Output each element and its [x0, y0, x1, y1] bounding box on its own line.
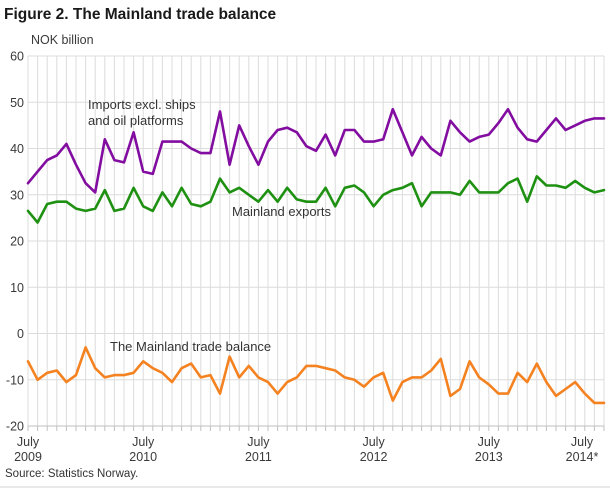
x-axis-tick-label-year: 2013: [475, 450, 503, 464]
y-axis-tick-label: 60: [10, 50, 24, 64]
y-axis-tick-label: 10: [10, 281, 24, 295]
x-axis-tick-label-month: July: [478, 435, 501, 449]
x-axis-tick-label-year: 2009: [14, 450, 42, 464]
series-line-the-mainland-trade-balance: [26, 346, 606, 405]
y-axis-tick-label: -20: [6, 420, 24, 434]
y-axis-tick-label: 40: [10, 142, 24, 156]
y-axis-unit-label: NOK billion: [31, 33, 94, 47]
series-label-imports-excl-ships: Imports excl. ships: [88, 97, 196, 112]
x-axis-tick-label-year: 2011: [245, 450, 272, 464]
source-note: Source: Statistics Norway.: [5, 468, 139, 480]
y-axis-tick-label: 50: [10, 96, 24, 110]
series-line-mainland-exports: [26, 175, 606, 224]
bottom-edge-divider: [0, 486, 610, 488]
x-axis-tick-label-month: July: [132, 435, 155, 449]
x-axis-tick-label-year: 2014*: [566, 450, 599, 464]
x-axis-tick-label-year: 2012: [360, 450, 388, 464]
series-label-the-mainland-trade-balance: The Mainland trade balance: [110, 339, 271, 354]
series-label-mainland-exports: Mainland exports: [232, 204, 331, 219]
y-axis-tick-label: 20: [10, 235, 24, 249]
y-axis-tick-label: 0: [17, 327, 24, 341]
x-axis-tick-label-month: July: [247, 435, 270, 449]
x-axis-tick-label-month: July: [17, 435, 40, 449]
series-line-imports-excl-ships-and-oil-platforms: [26, 107, 606, 194]
x-axis-tick-label-month: July: [571, 435, 594, 449]
x-axis-tick-label-month: July: [362, 435, 385, 449]
figure-title: Figure 2. The Mainland trade balance: [4, 6, 277, 23]
series-label-and-oil-platforms: and oil platforms: [88, 113, 184, 128]
y-axis-tick-label: -10: [6, 373, 24, 387]
x-axis-tick-label-year: 2010: [129, 450, 157, 464]
y-axis-tick-label: 30: [10, 188, 24, 202]
